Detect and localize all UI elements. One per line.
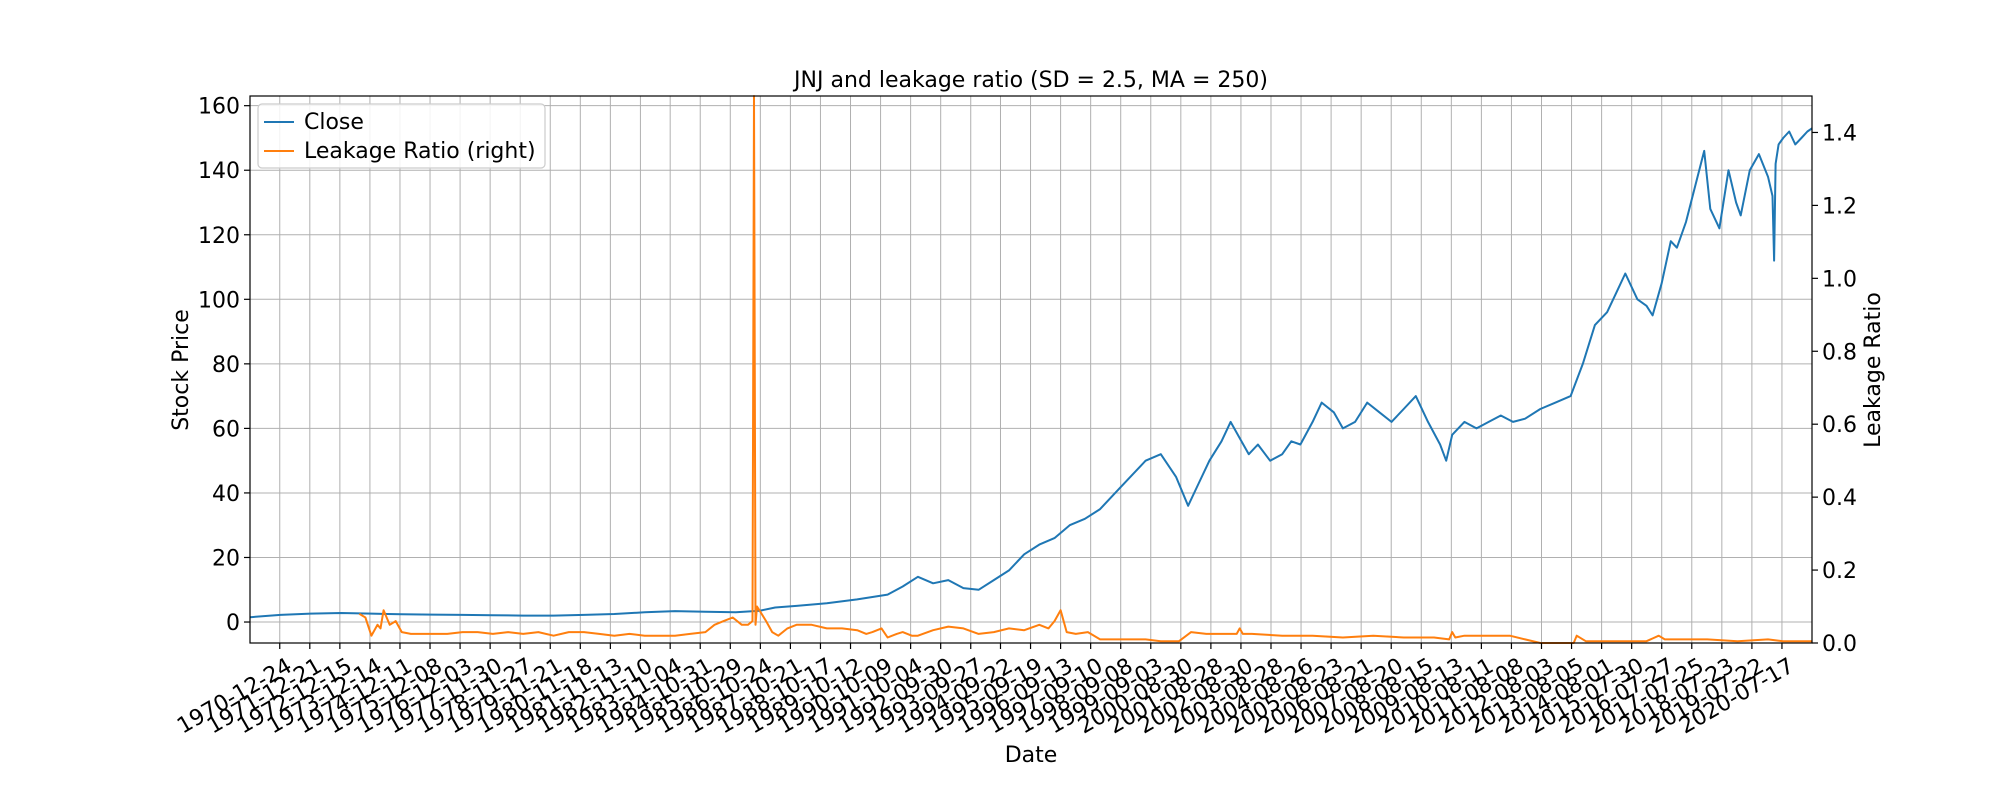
y-tick-label-right: 0.0	[1822, 632, 1857, 657]
chart-title: JNJ and leakage ratio (SD = 2.5, MA = 25…	[792, 68, 1268, 93]
y-tick-label-left: 160	[198, 95, 240, 120]
legend-label-leakage-ratio: Leakage Ratio (right)	[304, 139, 536, 164]
series-leakage-ratio-line	[358, 95, 1812, 644]
y-tick-label-left: 80	[212, 353, 240, 378]
y-tick-label-left: 100	[198, 288, 240, 313]
legend: Close Leakage Ratio (right)	[257, 103, 546, 169]
y-tick-label-left: 120	[198, 224, 240, 249]
y-tick-label-right: 0.8	[1822, 340, 1857, 365]
series-layer	[249, 95, 1813, 644]
series-close-line	[249, 127, 1813, 619]
grid	[250, 96, 1812, 643]
y-tick-label-right: 0.2	[1822, 559, 1857, 584]
legend-box	[257, 103, 546, 169]
y-tick-label-right: 1.4	[1822, 121, 1857, 146]
y-tick-label-right: 1.2	[1822, 194, 1857, 219]
y-tick-label-left: 0	[226, 611, 240, 636]
y-tick-label-left: 60	[212, 417, 240, 442]
y-axis-title-left: Stock Price	[169, 309, 194, 431]
y-tick-label-right: 1.0	[1822, 267, 1857, 292]
legend-label-close: Close	[304, 110, 364, 135]
x-axis-title: Date	[1005, 743, 1058, 768]
y-tick-label-right: 0.4	[1822, 486, 1857, 511]
y-tick-label-left: 140	[198, 159, 240, 184]
y-tick-label-left: 40	[212, 482, 240, 507]
y-tick-label-left: 20	[212, 546, 240, 571]
y-tick-label-right: 0.6	[1822, 413, 1857, 438]
y-axis-title-right: Leakage Ratio	[1861, 292, 1886, 448]
axes: 1970-12-241971-12-211972-12-151973-12-14…	[173, 95, 1857, 740]
